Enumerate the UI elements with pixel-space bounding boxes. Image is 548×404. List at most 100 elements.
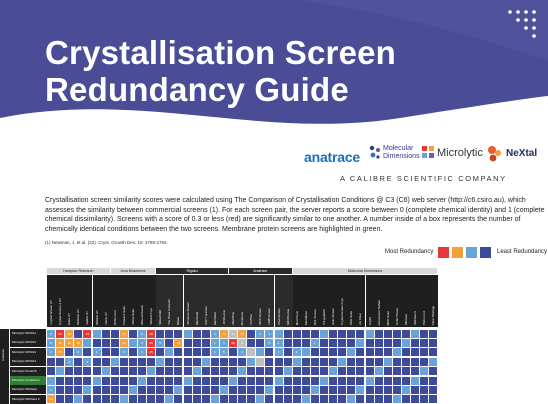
table-cell	[383, 376, 392, 385]
table-cell	[156, 395, 165, 404]
table-cell	[365, 395, 374, 404]
table-cell	[119, 357, 128, 366]
dimensions-text: Dimensions	[383, 153, 420, 160]
table-cell	[374, 357, 383, 366]
table-cell	[128, 376, 137, 385]
table-cell	[365, 376, 374, 385]
table-cell	[347, 367, 356, 376]
table-cell: 3	[265, 329, 274, 338]
table-cell	[229, 348, 237, 357]
table-cell: 25	[147, 348, 156, 357]
table-cell	[238, 395, 247, 404]
table-cell	[338, 338, 347, 347]
table-cell	[201, 367, 210, 376]
table-cell	[347, 385, 356, 394]
group-header: Jena Bioscience	[110, 268, 156, 274]
table-cell: 1	[210, 348, 219, 357]
table-cell	[329, 357, 338, 366]
table-cell: 4	[210, 329, 219, 338]
column-header: SG1 Screen	[310, 275, 320, 327]
table-cell: 28	[229, 338, 237, 347]
table-cell	[347, 329, 356, 338]
column-header: ProPlex	[247, 275, 257, 327]
table-cell	[256, 338, 265, 347]
table-cell	[174, 395, 183, 404]
table-cell	[420, 329, 429, 338]
column-header: Mbclass	[401, 275, 411, 327]
table-cell	[192, 395, 201, 404]
table-cell	[74, 385, 83, 394]
table-cell	[429, 376, 438, 385]
table-cell	[201, 376, 210, 385]
table-cell	[429, 338, 438, 347]
table-cell	[320, 329, 328, 338]
table-cell	[128, 357, 137, 366]
column-header: PEGRx HT	[92, 275, 102, 327]
table-cell	[165, 385, 174, 394]
column-header: PS gradient	[320, 275, 329, 327]
table-cell	[392, 348, 401, 357]
table-cell	[210, 376, 219, 385]
table-cell	[283, 348, 292, 357]
table-cell: 1	[210, 338, 219, 347]
table-cell	[411, 395, 419, 404]
table-cell	[174, 385, 183, 394]
table-cell	[374, 376, 383, 385]
row-label: Microlytic MbClass II	[10, 394, 46, 404]
table-cell	[347, 395, 356, 404]
table-cell	[320, 357, 328, 366]
table-cell	[383, 329, 392, 338]
table-cell	[201, 385, 210, 394]
table-cell	[392, 395, 401, 404]
legend-swatch-darkblue	[480, 247, 491, 258]
table-cell	[165, 329, 174, 338]
table-cell	[83, 338, 92, 347]
table-cell	[429, 329, 438, 338]
table-cell	[265, 367, 274, 376]
table-cell	[274, 367, 283, 376]
legend-swatch-orange	[452, 247, 463, 258]
table-cell	[210, 367, 219, 376]
table-cell	[229, 376, 237, 385]
table-cell	[365, 348, 374, 357]
row-label: Microlytic MCSG3	[10, 347, 46, 357]
table-cell	[47, 367, 55, 376]
table-cell	[292, 357, 301, 366]
table-cell	[256, 376, 265, 385]
table-cell	[92, 329, 101, 338]
table-cell	[56, 367, 65, 376]
table-cell	[429, 348, 438, 357]
column-header: MemStart	[210, 275, 220, 327]
table-cell	[411, 338, 419, 347]
table-cell	[283, 357, 292, 366]
table-cell	[147, 385, 156, 394]
table-cell	[401, 385, 410, 394]
table-side-label: Anatrace	[0, 329, 9, 404]
table-cell	[356, 329, 365, 338]
table-cell	[274, 376, 283, 385]
table-cell	[92, 395, 101, 404]
table-cell: 13	[119, 338, 128, 347]
title-line-1: Crystallisation Screen	[45, 34, 397, 71]
column-header: MemMeso	[301, 275, 311, 327]
table-cell: 11	[65, 338, 74, 347]
table-cell	[338, 367, 347, 376]
table-cell	[174, 367, 183, 376]
table-cell: 13	[56, 348, 65, 357]
table-cell	[356, 376, 365, 385]
table-cell: 3	[138, 338, 146, 347]
column-header: LMB Screen	[265, 275, 275, 327]
table-cell: 35	[147, 338, 156, 347]
table-cell	[128, 367, 137, 376]
table-cell	[210, 357, 219, 366]
table-cell	[292, 376, 301, 385]
table-cell	[320, 348, 328, 357]
table-cell	[265, 357, 274, 366]
table-cell	[347, 376, 356, 385]
table-cell	[338, 395, 347, 404]
table-cell	[301, 329, 310, 338]
table-cell	[210, 395, 219, 404]
table-cell	[320, 385, 328, 394]
column-header: Midas	[174, 275, 184, 327]
table-cell	[420, 395, 429, 404]
